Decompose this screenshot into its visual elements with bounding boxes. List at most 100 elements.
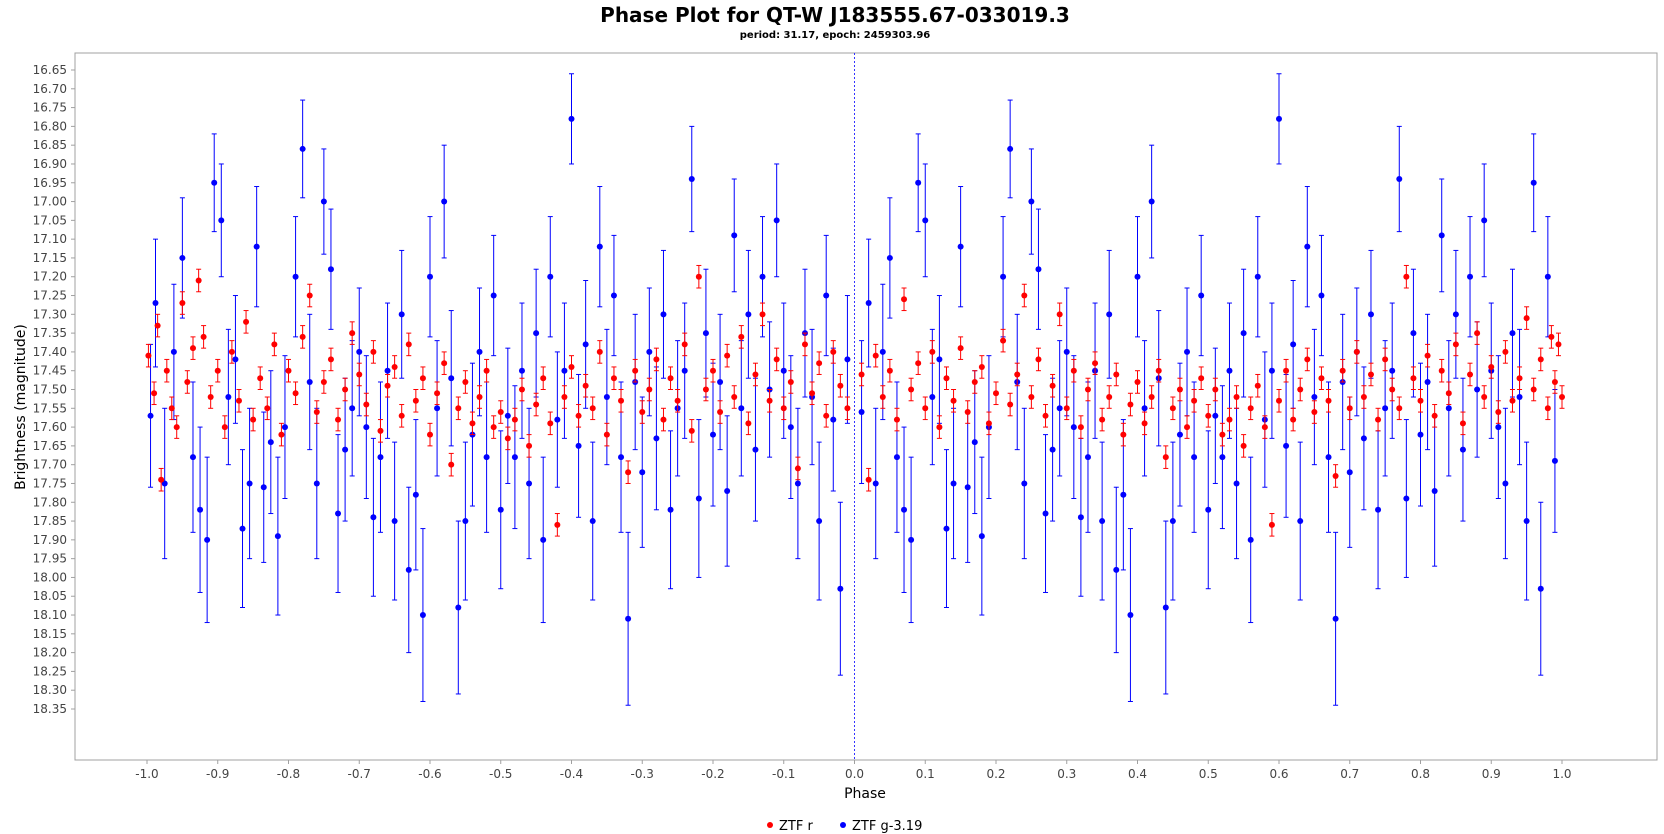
data-point xyxy=(922,217,929,224)
data-point xyxy=(335,416,342,423)
data-point xyxy=(1127,612,1134,619)
data-point xyxy=(1290,341,1297,348)
data-point xyxy=(1424,352,1431,359)
data-point xyxy=(745,420,752,427)
data-point xyxy=(151,390,158,397)
data-point xyxy=(1346,469,1353,476)
y-tick-label: 16.70 xyxy=(33,82,67,96)
data-point xyxy=(235,397,242,404)
data-point xyxy=(195,277,202,284)
data-point xyxy=(1120,491,1127,498)
legend-label: ZTF g-3.19 xyxy=(852,819,922,834)
data-point xyxy=(1353,348,1360,355)
data-point xyxy=(218,217,225,224)
data-point xyxy=(653,435,660,442)
data-point xyxy=(844,405,851,412)
x-tick-label: 0.3 xyxy=(1057,767,1076,781)
data-point xyxy=(1261,424,1268,431)
x-tick-label: -0.5 xyxy=(489,767,512,781)
data-point xyxy=(625,615,632,622)
data-point xyxy=(1410,375,1417,382)
data-point xyxy=(1474,386,1481,393)
data-point xyxy=(950,480,957,487)
data-point xyxy=(674,397,681,404)
data-point xyxy=(1205,412,1212,419)
data-point xyxy=(1000,273,1007,280)
data-point xyxy=(419,375,426,382)
data-point xyxy=(1141,420,1148,427)
data-point xyxy=(1297,518,1304,525)
data-point xyxy=(207,394,214,401)
data-point xyxy=(1346,405,1353,412)
data-point xyxy=(660,311,667,318)
data-point xyxy=(163,367,170,374)
data-point xyxy=(434,405,441,412)
data-point xyxy=(335,510,342,517)
data-point xyxy=(978,363,985,370)
data-point xyxy=(427,431,433,438)
data-point xyxy=(518,367,525,374)
data-point xyxy=(384,367,391,374)
x-axis-ticks: -1.0 -0.9 -0.8 -0.7 -0.6 -0.5 -0.4 -0.3 -0.2 -0.1… xyxy=(135,760,1572,781)
data-point xyxy=(794,480,801,487)
x-tick-label: 0.6 xyxy=(1269,767,1288,781)
data-point xyxy=(1106,394,1113,401)
legend: ZTF r ZTF g-3.19 xyxy=(767,819,922,834)
data-point xyxy=(695,495,702,502)
y-tick-label: 18.00 xyxy=(33,570,67,584)
data-point xyxy=(264,405,271,412)
data-point xyxy=(250,416,257,423)
data-point xyxy=(1375,416,1382,423)
data-point xyxy=(327,266,334,273)
data-point xyxy=(455,405,462,412)
data-point xyxy=(320,378,327,385)
data-point xyxy=(441,360,448,367)
y-tick-label: 16.90 xyxy=(33,157,67,171)
y-tick-label: 17.30 xyxy=(33,307,67,321)
y-tick-label: 17.10 xyxy=(33,232,67,246)
data-point xyxy=(1410,330,1417,337)
data-point xyxy=(1021,292,1028,299)
data-point xyxy=(1198,375,1205,382)
data-point xyxy=(1226,367,1233,374)
data-point xyxy=(1283,367,1290,374)
data-point xyxy=(1332,472,1339,479)
data-point xyxy=(993,390,999,397)
data-point xyxy=(1311,409,1318,416)
data-point xyxy=(239,525,246,532)
chart-subtitle: period: 31.17, epoch: 2459303.96 xyxy=(740,30,931,41)
data-point xyxy=(161,480,168,487)
data-point xyxy=(179,300,186,307)
data-point xyxy=(844,356,851,363)
data-point xyxy=(1445,405,1452,412)
data-point xyxy=(427,273,433,280)
data-point xyxy=(879,348,886,355)
y-tick-label: 16.95 xyxy=(33,176,67,190)
data-point xyxy=(766,397,773,404)
data-point xyxy=(1099,416,1106,423)
data-point xyxy=(253,243,260,250)
data-point xyxy=(1382,405,1389,412)
data-point xyxy=(1396,405,1403,412)
data-point xyxy=(1254,382,1261,389)
data-point xyxy=(1169,405,1176,412)
data-point xyxy=(511,454,518,461)
data-point xyxy=(232,356,239,363)
data-point xyxy=(603,431,610,438)
data-point xyxy=(717,378,724,385)
data-point xyxy=(1063,348,1070,355)
data-point xyxy=(476,348,483,355)
data-point xyxy=(246,480,253,487)
data-point xyxy=(1134,273,1141,280)
data-point xyxy=(504,435,511,442)
data-point xyxy=(667,506,674,513)
data-point xyxy=(893,416,900,423)
data-point xyxy=(702,330,709,337)
data-point xyxy=(589,518,596,525)
data-point xyxy=(646,386,653,393)
data-point xyxy=(483,454,490,461)
data-point xyxy=(858,371,865,378)
data-point xyxy=(540,375,547,382)
data-point xyxy=(1106,311,1113,318)
data-point xyxy=(1548,333,1555,340)
